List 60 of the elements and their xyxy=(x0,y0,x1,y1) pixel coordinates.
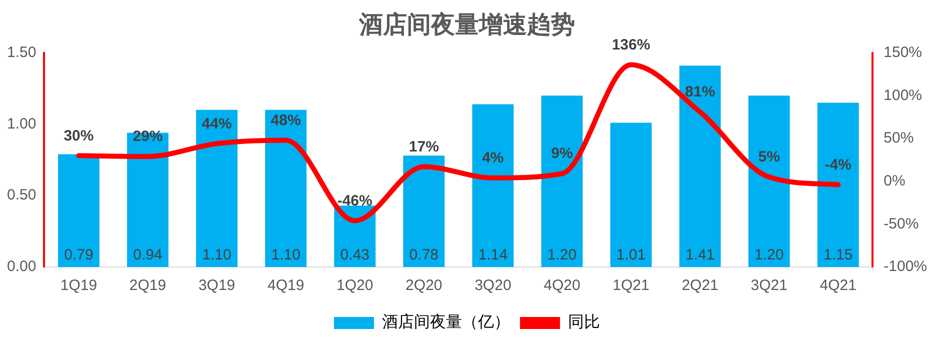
bar xyxy=(403,156,445,267)
data-label: 0.43 xyxy=(340,246,370,264)
data-label: -4% xyxy=(824,156,852,174)
x-tick-label: 2Q19 xyxy=(129,277,166,294)
legend-label: 同比 xyxy=(568,312,600,332)
x-tick-label: 2Q21 xyxy=(682,277,718,294)
data-label: 48% xyxy=(270,112,301,129)
y2-tick-label: 100% xyxy=(884,86,922,104)
x-tick-label: 1Q21 xyxy=(612,277,650,294)
x-tick-label: 1Q19 xyxy=(60,277,98,294)
bar xyxy=(472,104,514,267)
x-tick-label: 1Q20 xyxy=(336,277,374,294)
y2-tick-label: -50% xyxy=(884,215,919,232)
data-label: 0.79 xyxy=(64,246,94,264)
data-label: 1.15 xyxy=(824,246,853,264)
data-label: 17% xyxy=(408,138,439,156)
data-label: 44% xyxy=(202,115,232,132)
y-tick-label: 0.50 xyxy=(6,186,36,204)
bar xyxy=(541,96,583,267)
data-label: 1.10 xyxy=(202,246,232,264)
data-label: 136% xyxy=(612,36,650,54)
data-label: 1.10 xyxy=(271,246,300,264)
data-label: 30% xyxy=(64,127,94,144)
bar xyxy=(817,102,859,267)
bar xyxy=(127,132,168,267)
data-label: 1.41 xyxy=(685,246,715,264)
data-label: 29% xyxy=(132,128,163,146)
data-label: 1.20 xyxy=(547,246,577,264)
y-tick-label: 1.50 xyxy=(6,44,36,61)
chart-title: 酒店间夜量增速趋势 xyxy=(358,10,575,39)
x-tick-label: 3Q19 xyxy=(198,277,236,294)
bar xyxy=(196,110,238,267)
y2-tick-label: 150% xyxy=(884,44,922,61)
x-tick-label: 3Q20 xyxy=(474,277,512,294)
data-label: 1.14 xyxy=(478,246,508,264)
x-tick-label: 2Q20 xyxy=(406,277,442,294)
data-label: 81% xyxy=(685,84,716,101)
y-tick-label: 0.00 xyxy=(6,258,36,276)
bar xyxy=(58,154,100,267)
data-label: 0.78 xyxy=(409,246,438,264)
data-label: 1.01 xyxy=(616,246,646,264)
data-label: 9% xyxy=(551,145,573,162)
y2-tick-label: 50% xyxy=(884,130,914,147)
data-label: -46% xyxy=(337,192,372,210)
data-label: 5% xyxy=(758,148,780,166)
bar xyxy=(610,122,652,267)
y-tick-label: 1.00 xyxy=(6,115,36,132)
data-label: 4% xyxy=(482,150,504,167)
x-tick-label: 4Q19 xyxy=(267,277,304,294)
y2-tick-label: 0% xyxy=(884,172,906,190)
bar xyxy=(679,66,721,267)
bar xyxy=(265,110,307,267)
x-tick-label: 4Q20 xyxy=(544,277,580,294)
y2-tick-label: -100% xyxy=(884,258,927,276)
x-tick-label: 4Q21 xyxy=(820,277,856,294)
x-tick-label: 3Q21 xyxy=(750,277,788,294)
legend-label: 酒店间夜量（亿） xyxy=(382,312,510,332)
data-label: 1.20 xyxy=(754,246,784,264)
data-label: 0.94 xyxy=(133,246,162,264)
bar xyxy=(748,96,790,267)
